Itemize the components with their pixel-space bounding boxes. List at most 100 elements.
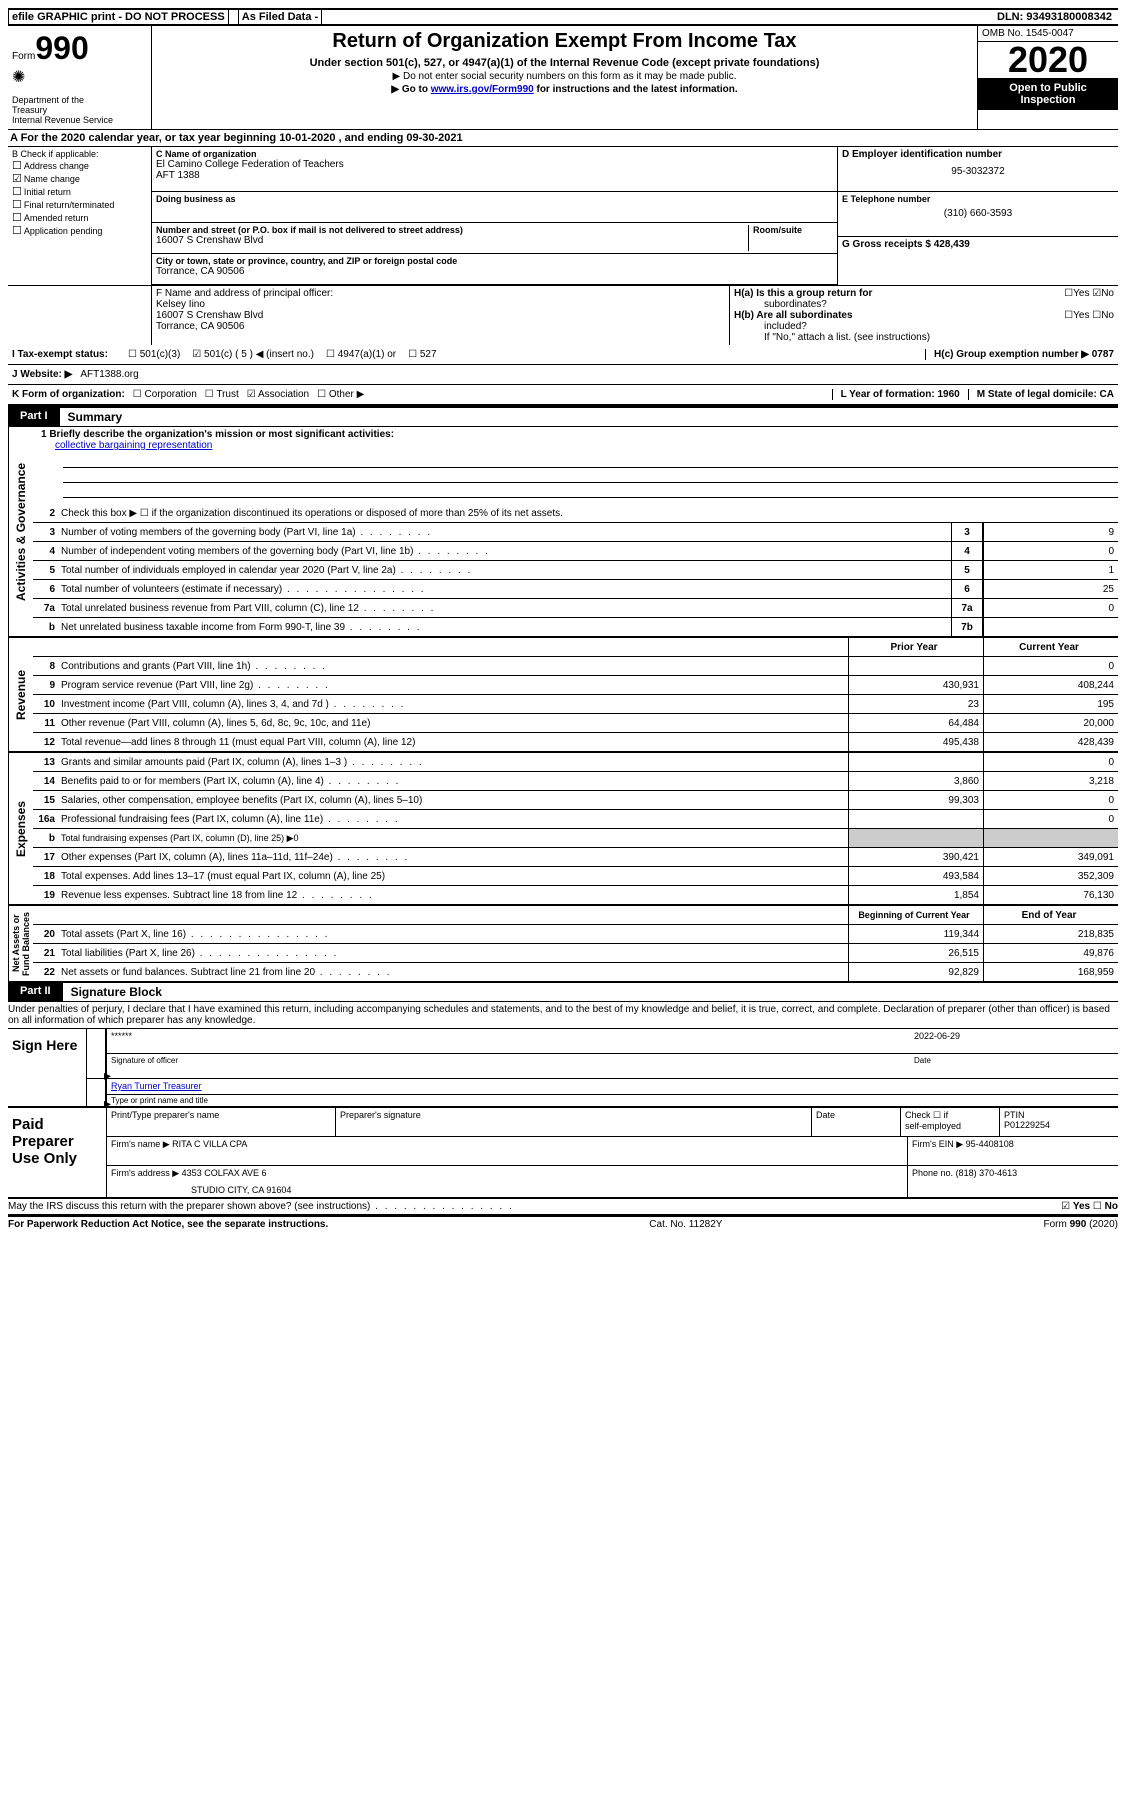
cb-name[interactable]: Name change xyxy=(24,174,80,184)
preparer-label: Paid Preparer Use Only xyxy=(8,1108,106,1197)
dln: DLN: 93493180008342 xyxy=(997,11,1112,23)
cb-final[interactable]: Final return/terminated xyxy=(24,200,115,210)
sig-officer-label: Signature of officer xyxy=(111,1056,914,1076)
cb-501c3[interactable]: 501(c)(3) xyxy=(140,349,181,360)
org-name1: El Camino College Federation of Teachers xyxy=(156,159,833,170)
line3: Number of voting members of the governin… xyxy=(61,525,951,540)
ptin: P01229254 xyxy=(1004,1120,1114,1130)
cb-corp[interactable]: Corporation xyxy=(145,389,197,400)
sig-stars: ****** xyxy=(111,1031,132,1041)
row-klm: K Form of organization: ☐ Corporation ☐ … xyxy=(8,385,1118,406)
dept-line2: Treasury xyxy=(12,105,147,115)
sign-arrow-icon-2: ▸ xyxy=(104,1095,111,1112)
cb-address[interactable]: Address change xyxy=(24,161,89,171)
prior-hdr: Prior Year xyxy=(848,638,983,656)
form-note1: ▶ Do not enter social security numbers o… xyxy=(160,71,969,82)
prep-h1: Print/Type preparer's name xyxy=(107,1108,336,1136)
preparer-section: Paid Preparer Use Only Print/Type prepar… xyxy=(8,1106,1118,1199)
form-subtitle: Under section 501(c), 527, or 4947(a)(1)… xyxy=(160,57,969,69)
netassets-label: Net Assets orFund Balances xyxy=(8,906,33,981)
officer-addr1: 16007 S Crenshaw Blvd xyxy=(156,310,725,321)
ein: 95-3032372 xyxy=(842,166,1114,177)
cb-pending[interactable]: Application pending xyxy=(24,226,103,236)
line7a: Total unrelated business revenue from Pa… xyxy=(61,601,951,616)
val3: 9 xyxy=(983,523,1118,541)
revenue-section: Revenue Prior YearCurrent Year 8Contribu… xyxy=(8,638,1118,753)
cb-trust[interactable]: Trust xyxy=(216,389,238,400)
page-footer: For Paperwork Reduction Act Notice, see … xyxy=(8,1216,1118,1230)
hb-note: If "No," attach a list. (see instruction… xyxy=(764,332,1114,343)
dept-line3: Internal Revenue Service xyxy=(12,115,147,125)
sign-here-label: Sign Here xyxy=(8,1029,87,1106)
netassets-section: Net Assets orFund Balances Beginning of … xyxy=(8,906,1118,983)
officer-title-label: Type or print name and title xyxy=(107,1095,1118,1106)
street-address: 16007 S Crenshaw Blvd xyxy=(156,235,748,246)
officer-addr2: Torrance, CA 90506 xyxy=(156,321,725,332)
org-name2: AFT 1388 xyxy=(156,170,833,181)
revenue-label: Revenue xyxy=(8,638,33,751)
f-label: F Name and address of principal officer: xyxy=(156,288,725,299)
cb-other[interactable]: Other ▶ xyxy=(329,389,364,400)
city-label: City or town, state or province, country… xyxy=(156,256,833,266)
line7b: Net unrelated business taxable income fr… xyxy=(61,620,951,635)
b-label: B Check if applicable: xyxy=(12,149,147,159)
firm-addr1: 4353 COLFAX AVE 6 xyxy=(182,1168,267,1178)
m-state: M State of legal domicile: CA xyxy=(968,389,1114,400)
ha-label: H(a) Is this a group return for xyxy=(734,288,872,299)
line5: Total number of individuals employed in … xyxy=(61,563,951,578)
cb-amended[interactable]: Amended return xyxy=(24,213,89,223)
firm-ein: 95-4408108 xyxy=(966,1139,1014,1149)
section-a: A For the 2020 calendar year, or tax yea… xyxy=(8,130,1118,147)
val7a: 0 xyxy=(983,599,1118,617)
cb-initial[interactable]: Initial return xyxy=(24,187,71,197)
firm-phone: (818) 370-4613 xyxy=(956,1168,1018,1178)
footer-right: Form 990 (2020) xyxy=(1044,1219,1118,1230)
form-note2: ▶ Go to www.irs.gov/Form990 for instruct… xyxy=(160,84,969,95)
tax-year: 2020 xyxy=(978,42,1118,78)
open-public: Open to Public Inspection xyxy=(978,78,1118,110)
footer-left: For Paperwork Reduction Act Notice, see … xyxy=(8,1219,328,1230)
cb-assoc[interactable]: Association xyxy=(258,389,309,400)
hb-label: H(b) Are all subordinates xyxy=(734,310,853,321)
discuss-yesno[interactable]: ☑ Yes ☐ No xyxy=(1061,1201,1118,1212)
addr-label: Number and street (or P.O. box if mail i… xyxy=(156,225,748,235)
col-d: D Employer identification number 95-3032… xyxy=(837,147,1118,285)
ha-yesno[interactable]: ☐Yes ☑No xyxy=(1064,288,1114,310)
row-j: J Website: ▶ AFT1388.org xyxy=(8,365,1118,385)
part2-header: Part II Signature Block xyxy=(8,983,1118,1002)
mission-text[interactable]: collective bargaining representation xyxy=(55,440,212,451)
irs-link[interactable]: www.irs.gov/Form990 xyxy=(431,84,534,95)
c-name-label: C Name of organization xyxy=(156,149,833,159)
top-bar: efile GRAPHIC print - DO NOT PROCESS As … xyxy=(8,8,1118,26)
hc-label: H(c) Group exemption number ▶ 0787 xyxy=(925,349,1114,360)
l-year: L Year of formation: 1960 xyxy=(832,389,968,400)
prep-h3: Date xyxy=(812,1108,901,1136)
expenses-section: Expenses 13Grants and similar amounts pa… xyxy=(8,753,1118,906)
col-b: B Check if applicable: ☐Address change ☑… xyxy=(8,147,152,285)
line4: Number of independent voting members of … xyxy=(61,544,951,559)
officer-name: Kelsey Iino xyxy=(156,299,725,310)
form-title: Return of Organization Exempt From Incom… xyxy=(160,30,969,53)
efile-label: efile GRAPHIC print - DO NOT PROCESS xyxy=(8,9,229,25)
activities-section: Activities & Governance 1 Briefly descri… xyxy=(8,427,1118,638)
cb-527[interactable]: 527 xyxy=(420,349,437,360)
part1-header: Part I Summary xyxy=(8,406,1118,427)
perjury-text: Under penalties of perjury, I declare th… xyxy=(8,1002,1118,1029)
activities-label: Activities & Governance xyxy=(8,427,33,636)
room-label: Room/suite xyxy=(753,225,833,235)
phone: (310) 660-3593 xyxy=(842,208,1114,219)
hb-yesno[interactable]: ☐Yes ☐No xyxy=(1064,310,1114,332)
officer-name-sig[interactable]: Ryan Turner Treasurer xyxy=(111,1081,202,1091)
row-i: I Tax-exempt status: ☐ 501(c)(3) ☑ 501(c… xyxy=(8,345,1118,365)
cb-501c[interactable]: 501(c) ( 5 ) ◀ (insert no.) xyxy=(204,349,314,360)
website: AFT1388.org xyxy=(80,369,138,380)
section-fh: F Name and address of principal officer:… xyxy=(8,285,1118,345)
asfiled-label: As Filed Data - xyxy=(238,9,322,25)
city-state-zip: Torrance, CA 90506 xyxy=(156,266,833,277)
prep-h2: Preparer's signature xyxy=(336,1108,812,1136)
cb-4947[interactable]: 4947(a)(1) or xyxy=(338,349,396,360)
footer-mid: Cat. No. 11282Y xyxy=(649,1219,722,1230)
dept-line1: Department of the xyxy=(12,95,147,105)
expenses-label: Expenses xyxy=(8,753,33,904)
line1-label: 1 Briefly describe the organization's mi… xyxy=(41,429,394,440)
